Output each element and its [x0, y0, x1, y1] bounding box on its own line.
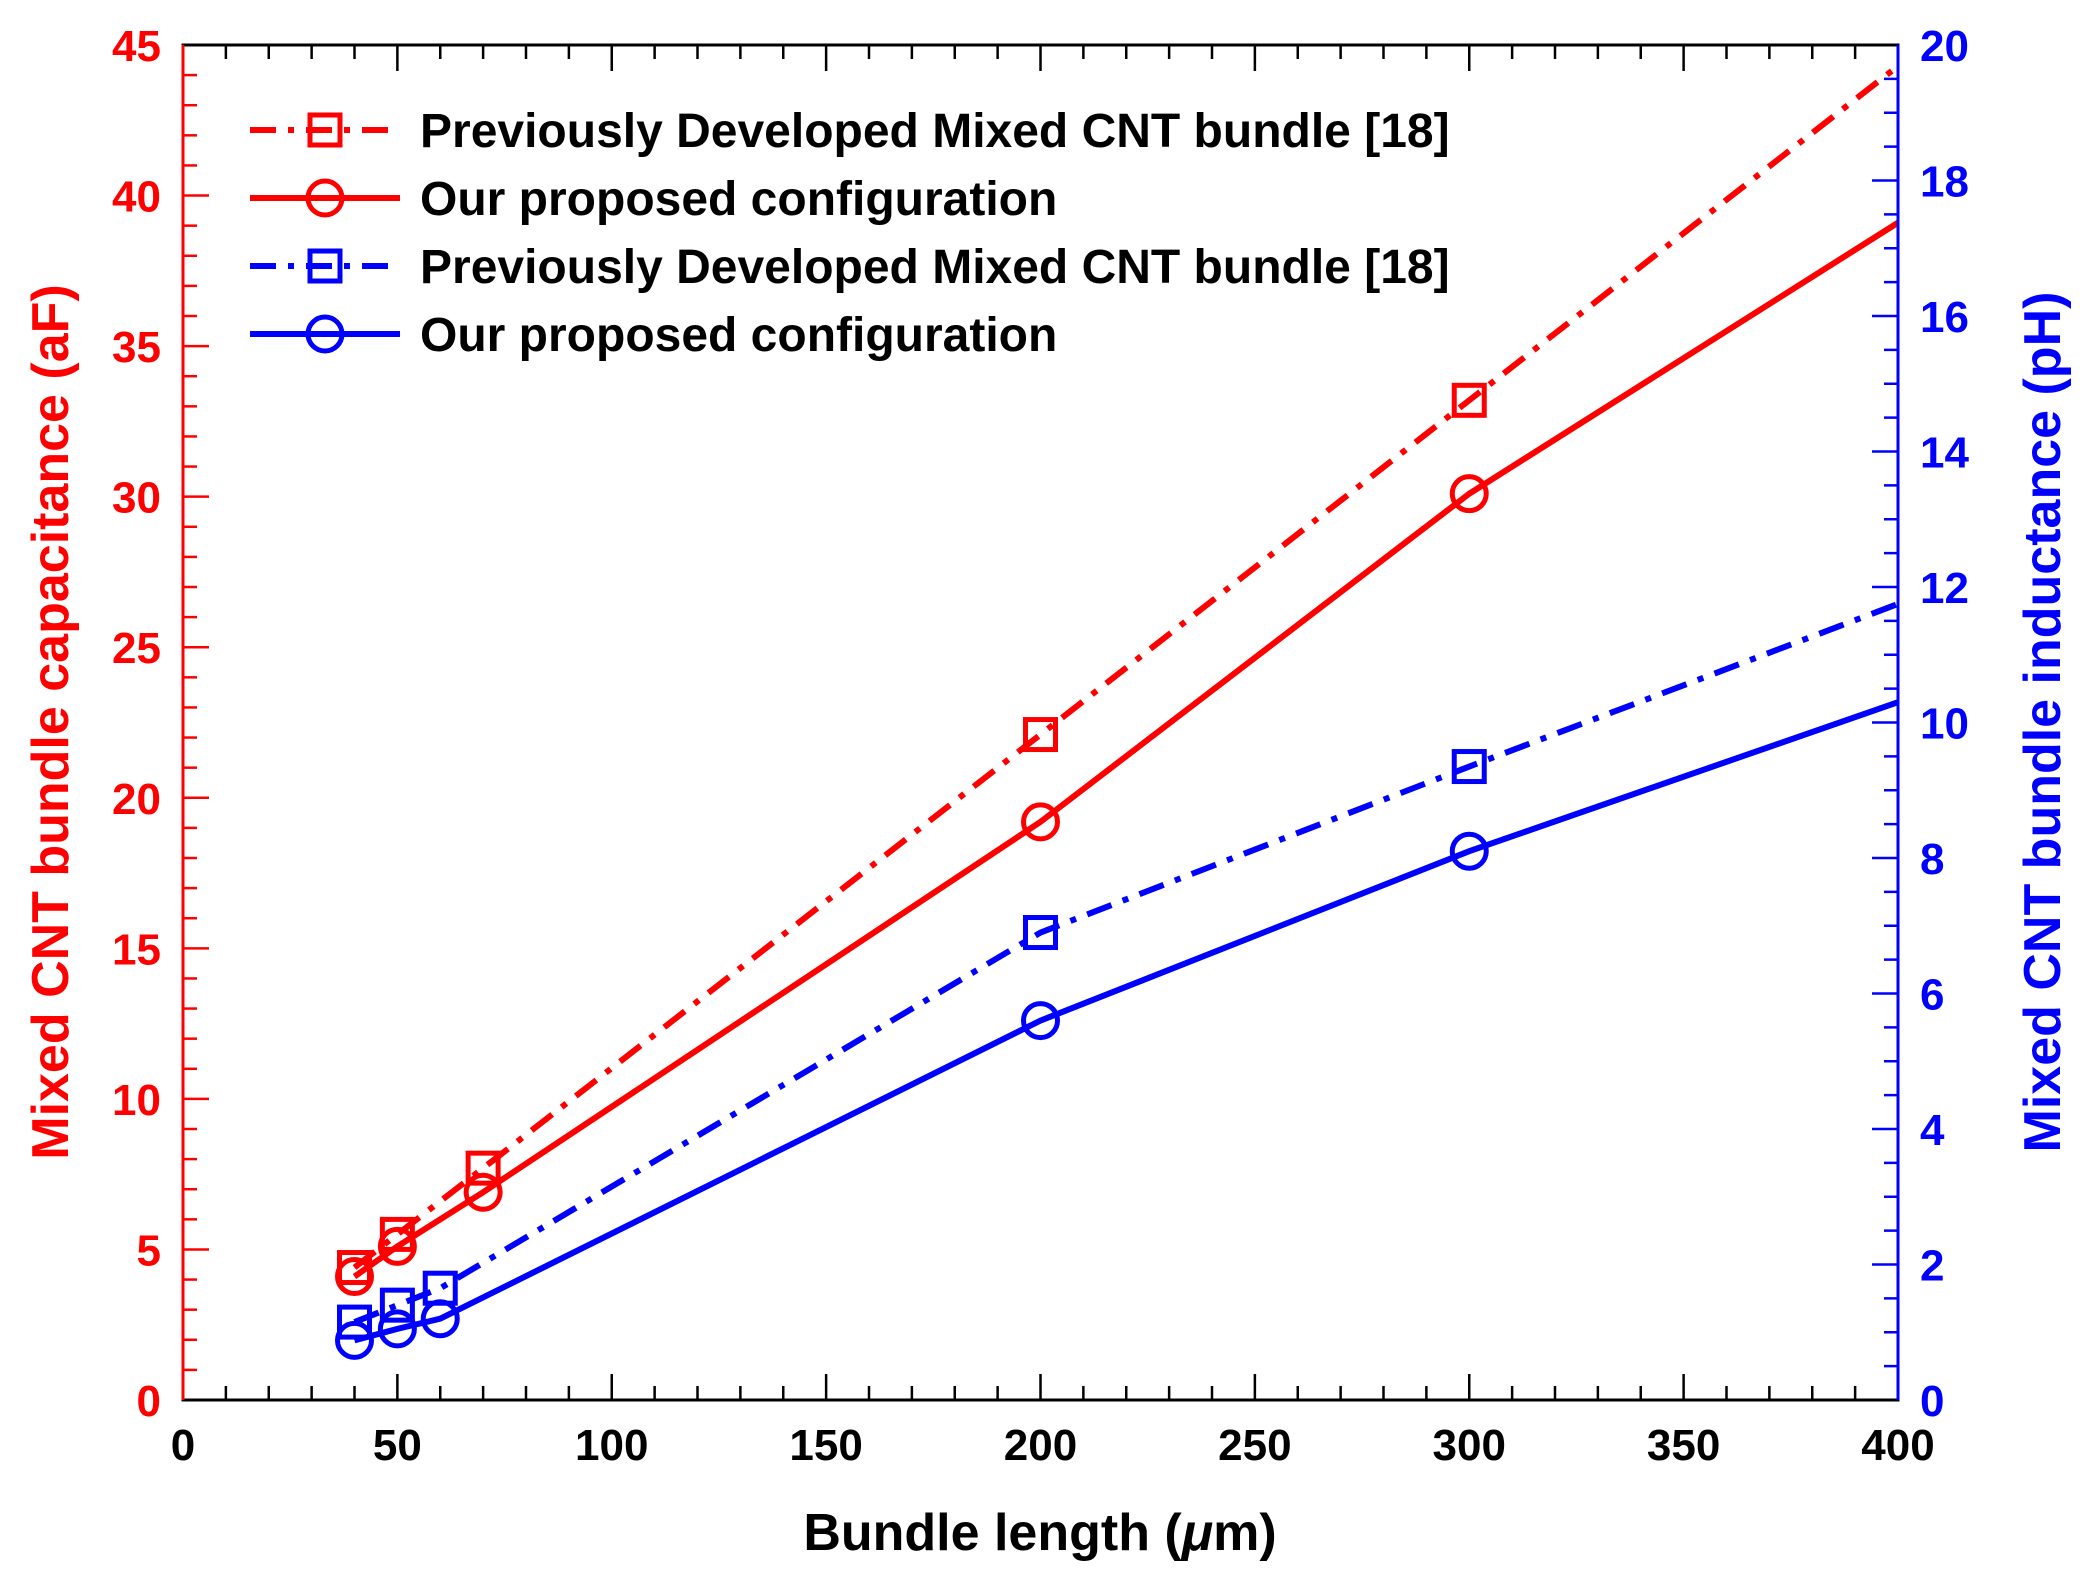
y-right-tick-label: 18: [1920, 158, 1969, 207]
legend-marker-3: [307, 248, 343, 284]
series-4-marker: [377, 1309, 417, 1349]
legend-label-4: Our proposed configuration: [420, 309, 1057, 362]
series-2-marker: [1021, 802, 1060, 842]
grid-ticks: [181, 43, 1900, 1402]
y-left-tick-label: 25: [112, 624, 161, 673]
y-left-tick-label: 30: [112, 474, 161, 523]
series-line-1: [352, 63, 1900, 1270]
legend-label-3: Previously Developed Mixed CNT bundle [1…: [420, 241, 1450, 294]
legend-label-1: Previously Developed Mixed CNT bundle [1…: [420, 105, 1450, 158]
x-axis-label: Bundle length (μm): [803, 1504, 1276, 1562]
x-tick-label: 200: [1004, 1421, 1077, 1470]
y-left-tick-label: 45: [112, 22, 161, 71]
y-left-tick-label: 15: [112, 925, 161, 974]
series-line-4: [353, 699, 1899, 1344]
series-2-marker: [335, 1257, 374, 1297]
y-right-tick-label: 4: [1920, 1106, 1945, 1155]
legend-marker-1: [307, 112, 343, 148]
series-3-marker: [1023, 915, 1058, 951]
x-tick-label: 250: [1218, 1421, 1291, 1470]
y-left-tick-label: 0: [137, 1377, 161, 1426]
series-1-marker: [1023, 717, 1058, 753]
legend: Previously Developed Mixed CNT bundle [1…: [250, 105, 1450, 362]
series-4-marker: [1449, 831, 1489, 871]
y-right-tick-label: 12: [1920, 564, 1969, 613]
series-3-marker: [422, 1270, 458, 1306]
legend-marker-2: [305, 178, 345, 218]
series-3-marker: [337, 1304, 372, 1340]
series-2-marker: [1449, 474, 1489, 514]
y-left-tick-label: 5: [137, 1226, 161, 1275]
series-3-marker: [379, 1287, 415, 1323]
x-tick-label: 350: [1647, 1421, 1720, 1470]
y-right-tick-label: 14: [1920, 429, 1969, 478]
x-tick-label: 50: [373, 1421, 422, 1470]
y-axis-left-label: Mixed CNT bundle capacitance (aF): [22, 284, 80, 1160]
series-2-marker: [377, 1226, 417, 1266]
legend-marker-4: [305, 314, 345, 354]
x-tick-label: 150: [789, 1421, 862, 1470]
y-right-tick-label: 10: [1920, 700, 1969, 749]
y-right-tick-label: 20: [1920, 22, 1969, 71]
plot-series: [335, 63, 1900, 1360]
y-left-tick-label: 35: [112, 323, 161, 372]
y-right-tick-label: 0: [1920, 1377, 1944, 1426]
series-2-marker: [463, 1172, 503, 1212]
y-right-tick-label: 8: [1920, 835, 1944, 884]
series-4-marker: [420, 1299, 460, 1339]
x-tick-label: 300: [1433, 1421, 1506, 1470]
y-right-tick-label: 6: [1920, 971, 1944, 1020]
series-4-marker: [335, 1320, 374, 1360]
x-tick-label: 400: [1861, 1421, 1934, 1470]
y-axis-right-label: Mixed CNT bundle inductance (pH): [2014, 292, 2072, 1153]
series-4-marker: [1021, 1001, 1060, 1041]
y-left-tick-label: 10: [112, 1076, 161, 1125]
y-right-tick-label: 16: [1920, 293, 1969, 342]
y-left-tick-label: 40: [112, 173, 161, 222]
x-tick-label: 100: [575, 1421, 648, 1470]
series-line-2: [352, 220, 1900, 1279]
x-axis-label-suffix: m): [1213, 1504, 1277, 1562]
y-right-tick-label: 2: [1920, 1242, 1944, 1291]
x-tick-label: 0: [171, 1421, 195, 1470]
x-axis-label-prefix: Bundle length (: [803, 1504, 1182, 1562]
series-1-marker: [1451, 382, 1487, 418]
legend-label-2: Our proposed configuration: [420, 173, 1057, 226]
series-1-marker: [465, 1150, 501, 1186]
x-axis-label-mu: μ: [1180, 1504, 1213, 1562]
y-left-tick-label: 20: [112, 775, 161, 824]
series-line-3: [353, 601, 1900, 1325]
series-3-marker: [1451, 749, 1487, 785]
tick-labels: 0 50 100 150 200 250 300 350 4000510152025303540…: [112, 22, 1969, 1470]
